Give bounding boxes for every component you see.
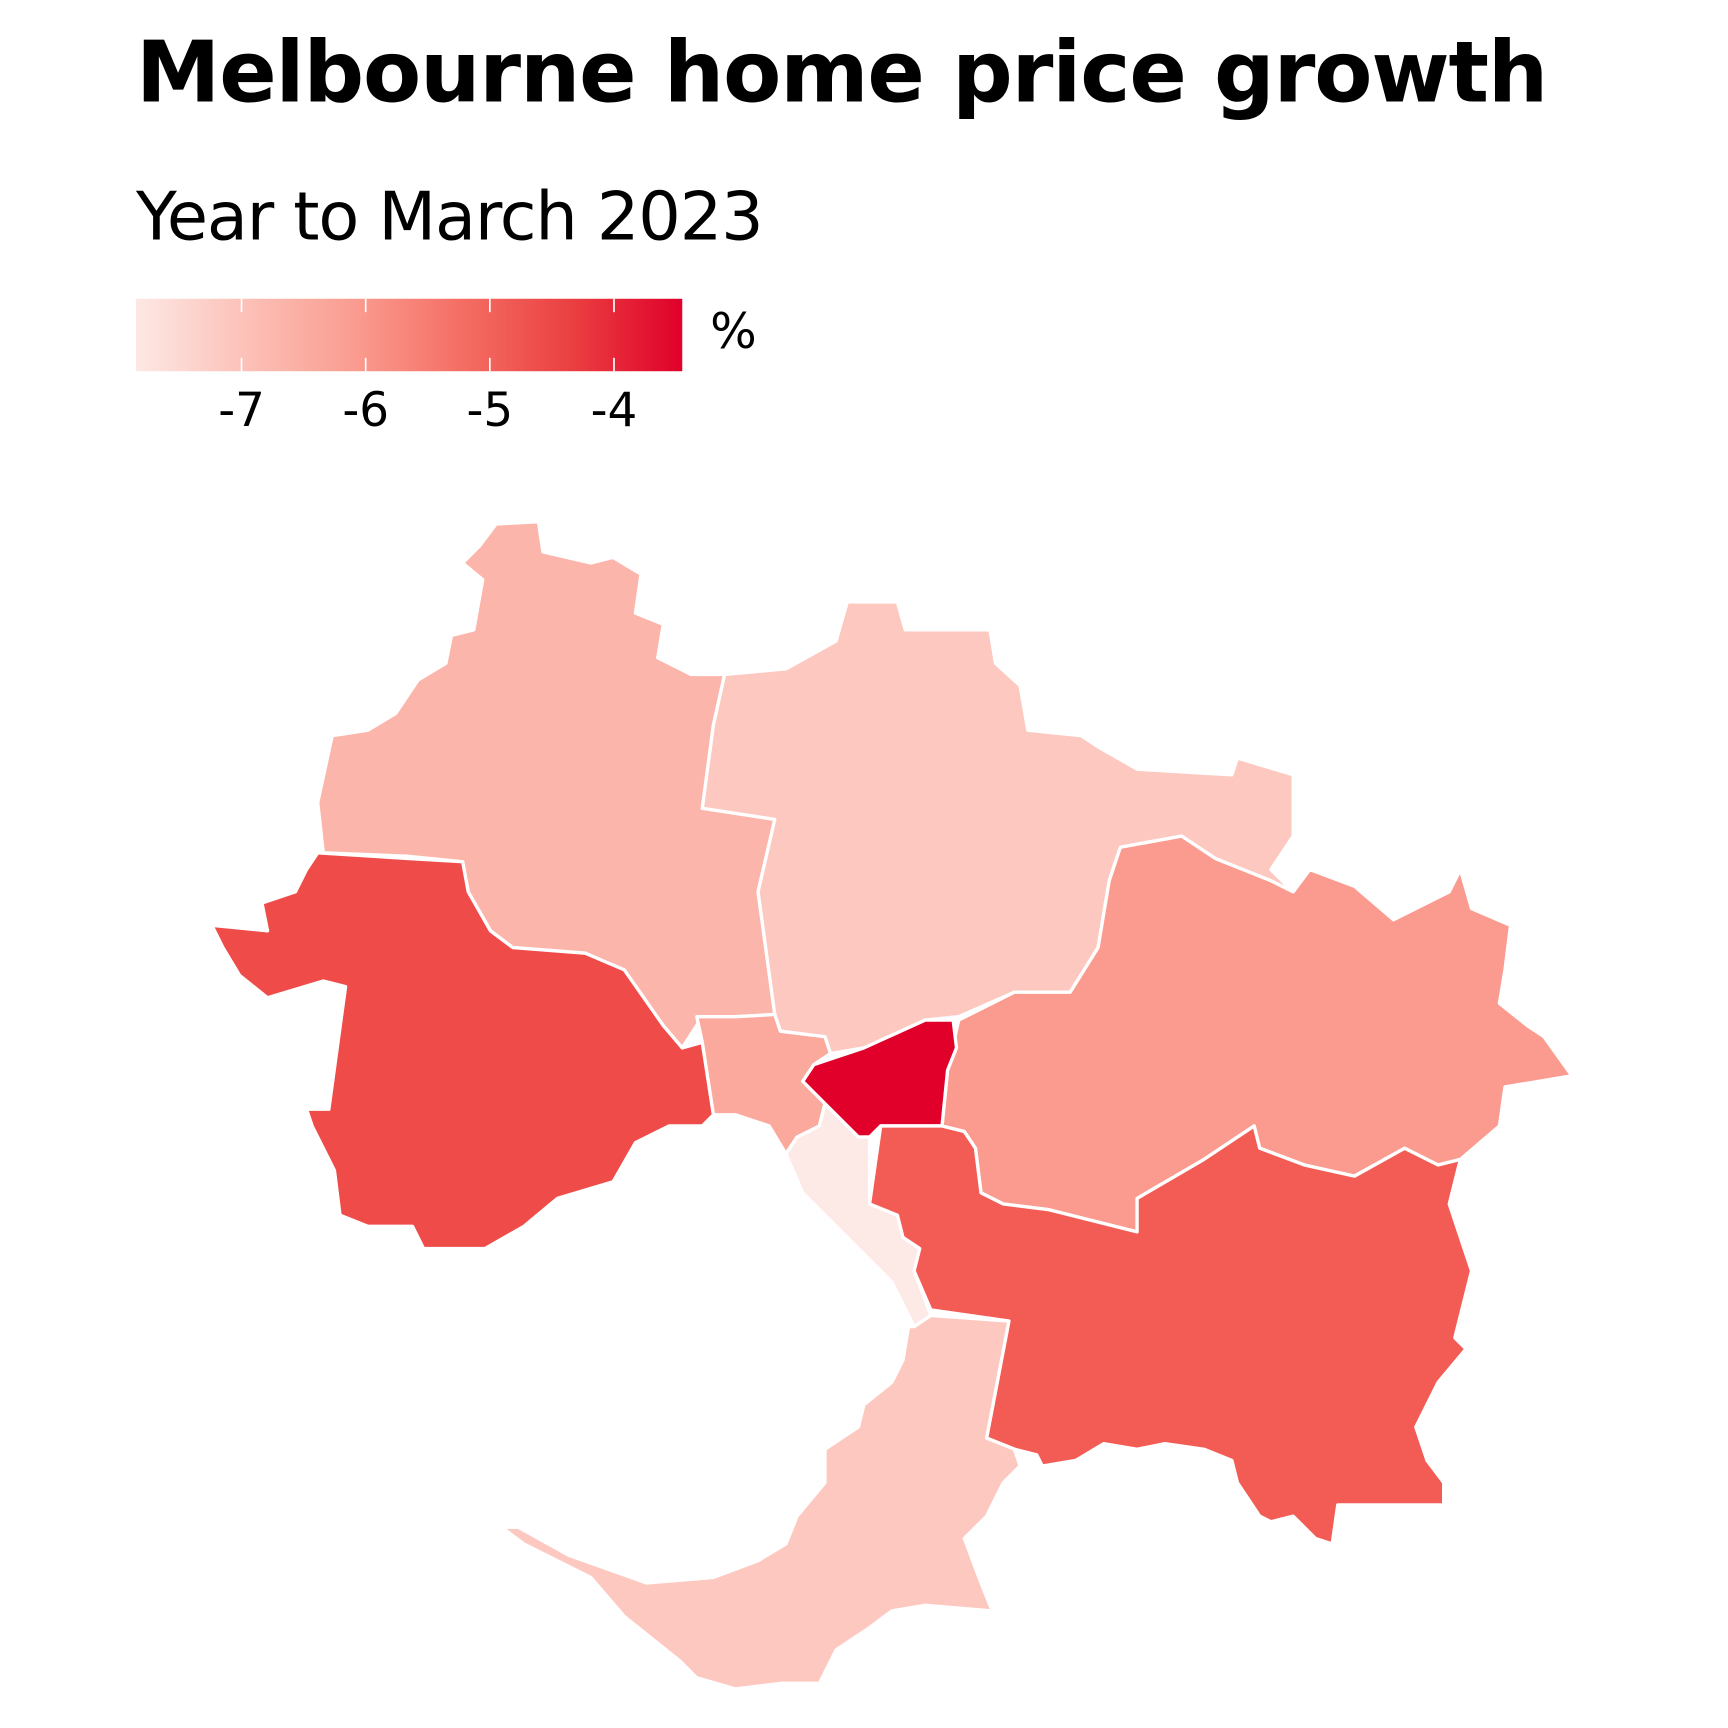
legend-tick-label: -7 bbox=[218, 384, 265, 438]
region-west bbox=[210, 851, 716, 1251]
region-mornington-peninsula bbox=[499, 1313, 1022, 1691]
color-legend: -7 -6 -5 -4 % bbox=[136, 298, 757, 438]
legend-color-bar bbox=[136, 298, 683, 372]
legend-tick-label: -4 bbox=[591, 384, 638, 438]
legend-unit: % bbox=[710, 302, 757, 360]
chart-title: Melbourne home price growth bbox=[136, 22, 1548, 122]
chart-subtitle: Year to March 2023 bbox=[136, 178, 764, 257]
legend-tick-label: -5 bbox=[466, 384, 513, 438]
legend-tick-label: -6 bbox=[342, 384, 389, 438]
